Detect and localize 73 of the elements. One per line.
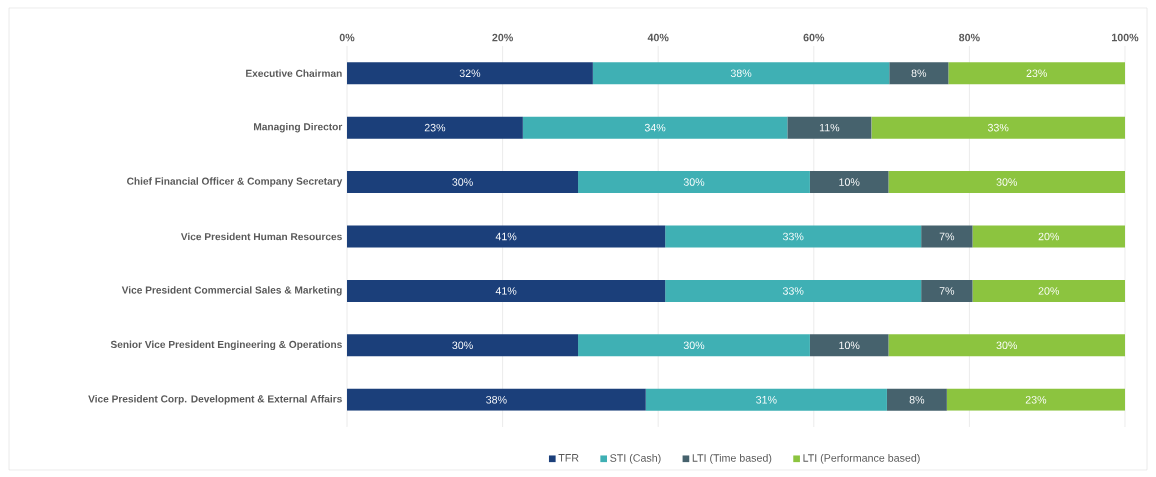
bar <box>665 279 922 302</box>
data-label: 38% <box>486 396 507 404</box>
data-label: 23% <box>424 123 446 132</box>
bar <box>809 171 889 194</box>
x-tick-label: 40% <box>647 33 669 42</box>
legend-label: LTI (Time based) <box>692 453 772 464</box>
data-label: 41% <box>495 287 517 295</box>
bar <box>921 225 973 248</box>
data-label: 10% <box>839 341 860 350</box>
x-tick-label: 20% <box>492 33 513 42</box>
data-label: 32% <box>459 69 481 77</box>
y-tick-label: Vice President Human Resources <box>180 232 342 241</box>
data-label: 20% <box>1038 287 1060 295</box>
data-label: 30% <box>452 178 473 186</box>
data-label: 11% <box>819 123 840 132</box>
bar <box>522 116 788 139</box>
bar <box>645 388 887 411</box>
bar <box>347 388 646 411</box>
bar <box>347 116 523 139</box>
data-label: 33% <box>782 232 804 241</box>
bar <box>665 225 922 248</box>
data-label: 33% <box>987 123 1009 132</box>
data-label: 30% <box>452 341 473 350</box>
data-label: 7% <box>939 232 955 241</box>
data-label: 38% <box>730 69 752 77</box>
y-tick-label: Vice President Corp. Development & External Affairs <box>88 395 342 405</box>
data-label: 30% <box>683 341 705 350</box>
bar <box>578 171 810 194</box>
data-label: 23% <box>1026 69 1047 77</box>
bar <box>946 388 1125 411</box>
bar <box>347 171 579 194</box>
y-tick-label: Managing Director <box>254 122 343 133</box>
bar <box>578 334 810 357</box>
x-tick-label: 60% <box>803 33 825 42</box>
data-label: 34% <box>644 123 666 132</box>
bar <box>871 116 1125 139</box>
data-label: 10% <box>839 178 860 186</box>
data-label: 20% <box>1038 232 1060 241</box>
bar <box>809 334 889 357</box>
data-label: 41% <box>495 232 517 241</box>
y-tick-label: Executive Chairman <box>246 69 342 77</box>
legend-label: STI (Cash) <box>610 453 661 464</box>
legend-label: LTI (Performance based) <box>803 453 920 464</box>
bar <box>972 279 1125 302</box>
bar <box>347 225 666 248</box>
bar <box>347 279 666 302</box>
bar <box>889 62 949 85</box>
data-label: 8% <box>909 396 925 404</box>
data-label: 30% <box>996 341 1018 350</box>
bar <box>888 334 1125 357</box>
y-tick-label: Chief Financial Officer & Company Secretary <box>127 177 343 187</box>
bar <box>787 116 872 139</box>
x-tick-label: 80% <box>959 33 980 42</box>
bar <box>972 225 1125 248</box>
bar <box>347 334 579 357</box>
bar <box>921 279 973 302</box>
y-tick-label: Senior Vice President Engineering & Operations <box>110 340 342 351</box>
data-label: 30% <box>996 178 1018 186</box>
legend-label: TFR <box>558 454 579 462</box>
data-label: 30% <box>683 178 705 186</box>
bar <box>948 62 1125 85</box>
data-label: 33% <box>782 287 804 295</box>
x-tick-label: 100% <box>1112 33 1139 42</box>
bar <box>592 62 890 85</box>
bar <box>347 62 593 85</box>
bar <box>888 171 1125 194</box>
data-label: 31% <box>756 396 777 404</box>
x-tick-label: 0% <box>339 33 355 42</box>
bar <box>886 388 947 411</box>
data-label: 23% <box>1025 396 1047 404</box>
data-label: 7% <box>939 287 955 295</box>
data-label: 8% <box>911 69 927 77</box>
y-tick-label: Vice President Commercial Sales & Marketing <box>121 286 342 296</box>
